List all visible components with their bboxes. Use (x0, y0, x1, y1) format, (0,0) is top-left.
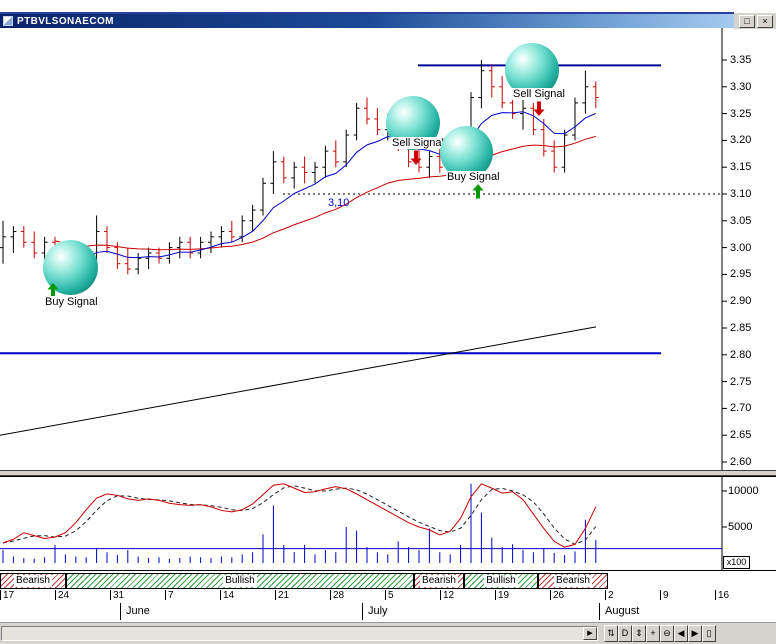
month-label: July (368, 605, 388, 617)
window-title: PTBVLSONAECOM (17, 15, 114, 27)
price-axis-label: 3.05 (730, 214, 752, 227)
date-tick (275, 590, 276, 600)
buy-signal-label: Buy Signal (44, 296, 99, 308)
volume-unit-label: x100 (723, 556, 750, 569)
ribbon-segment-bearish: Bearish (538, 573, 608, 589)
scroll-left-button[interactable]: ◀ (674, 625, 688, 642)
date-tick-label: 24 (58, 590, 70, 601)
date-tick (110, 590, 111, 600)
window-controls: □ × (734, 13, 776, 29)
window-top-border (0, 12, 734, 14)
ribbon-label: Bearish (420, 575, 458, 587)
title-bar[interactable]: PTBVLSONAECOM (0, 14, 734, 28)
date-tick-label: 28 (333, 590, 345, 601)
price-axis-label: 3.20 (730, 134, 752, 147)
price-axis-label: 3.00 (730, 241, 752, 254)
buy-arrow-icon (47, 283, 59, 298)
date-tick-label: 2 (608, 590, 614, 601)
price-axis-label: 2.70 (730, 402, 752, 415)
new-chart-button[interactable]: ▯ (702, 625, 716, 642)
date-tick-label: 31 (113, 590, 125, 601)
price-axis-label: 3.10 (730, 188, 752, 200)
zoom-out-button[interactable]: ⊖ (660, 625, 674, 642)
price-axis-label: 2.85 (730, 322, 752, 334)
date-tick (605, 590, 606, 600)
ribbon-label: Bearish (554, 575, 592, 587)
price-axis-label: 2.65 (730, 429, 752, 442)
crosshair-button[interactable]: + (646, 625, 660, 642)
signal-ball (440, 126, 493, 179)
date-tick-label: 7 (168, 590, 174, 601)
update-button[interactable]: ⇅ (604, 625, 618, 642)
sell-arrow-icon (410, 150, 422, 165)
date-tick (550, 590, 551, 600)
date-tick-label: 19 (498, 590, 510, 601)
price-axis-label: 3.35 (730, 54, 752, 66)
volume-axis-label: 10000 (728, 485, 759, 497)
price-axis-label: 2.95 (730, 268, 752, 281)
volume-axis-label: 5000 (728, 521, 753, 533)
month-label: August (605, 605, 640, 617)
scroll-right-button[interactable]: ▶ (688, 625, 702, 642)
date-tick-label: 26 (553, 590, 565, 601)
ribbon-segment-bearish: Bearish (0, 573, 66, 589)
ribbon-label: Bearish (14, 575, 52, 587)
date-tick (0, 590, 1, 600)
month-label: June (126, 605, 150, 617)
date-tick-label: 21 (278, 590, 290, 601)
date-tick (385, 590, 386, 600)
date-tick-label: 14 (223, 590, 235, 601)
volume-layer (0, 483, 722, 563)
date-tick (495, 590, 496, 600)
month-separator (599, 603, 600, 620)
horizontal-scrollbar[interactable] (1, 626, 598, 641)
panel-splitter[interactable] (0, 470, 776, 476)
date-tick-label: 5 (388, 590, 394, 601)
ribbon-segment-bullish: Bullish (464, 573, 538, 589)
price-axis-label: 3.15 (730, 161, 752, 174)
date-tick (220, 590, 221, 600)
daily-periodicity-button[interactable]: D (618, 625, 632, 642)
sell-signal-label: Sell Signal (512, 88, 566, 100)
oscillator-layer (2, 483, 597, 548)
date-tick-label: 12 (443, 590, 455, 601)
close-button[interactable]: × (757, 14, 773, 28)
buy-arrow-icon (472, 184, 484, 199)
date-tick (440, 590, 441, 600)
price-axis-label: 2.90 (730, 295, 752, 308)
ribbon-segment-bearish: Bearish (414, 573, 464, 589)
date-tick (165, 590, 166, 600)
restore-button[interactable]: □ (739, 14, 755, 28)
price-axis-label: 3.30 (730, 80, 752, 93)
ribbon-label: Bullish (484, 575, 518, 587)
price-axis-label: 2.80 (730, 348, 752, 361)
price-axis-label: 2.75 (730, 375, 752, 388)
month-separator (120, 603, 121, 620)
price-level-label: 3,10 (328, 197, 350, 209)
window-icon (3, 16, 13, 26)
moving-averages-layer (54, 111, 597, 259)
date-tick-label: 9 (663, 590, 669, 601)
sell-arrow-icon (533, 101, 545, 116)
date-tick (715, 590, 716, 600)
ribbon-label: Bullish (223, 575, 257, 587)
date-tick-label: 16 (718, 590, 730, 601)
buy-signal-label: Buy Signal (446, 171, 501, 183)
price-axis-label: 3.25 (730, 107, 752, 120)
scrollbar-right-arrow[interactable]: ▶ (583, 627, 597, 640)
price-axis-label: 2.60 (730, 456, 752, 468)
date-tick (660, 590, 661, 600)
vertical-zoom-button[interactable]: ⇕ (632, 625, 646, 642)
panel-frame (0, 28, 776, 571)
trendlines-layer (0, 64, 722, 436)
ribbon-segment-bullish: Bullish (66, 573, 414, 589)
month-separator (362, 603, 363, 620)
sell-signal-label: Sell Signal (391, 137, 445, 149)
date-tick (55, 590, 56, 600)
date-tick-label: 17 (3, 590, 15, 601)
date-tick (330, 590, 331, 600)
